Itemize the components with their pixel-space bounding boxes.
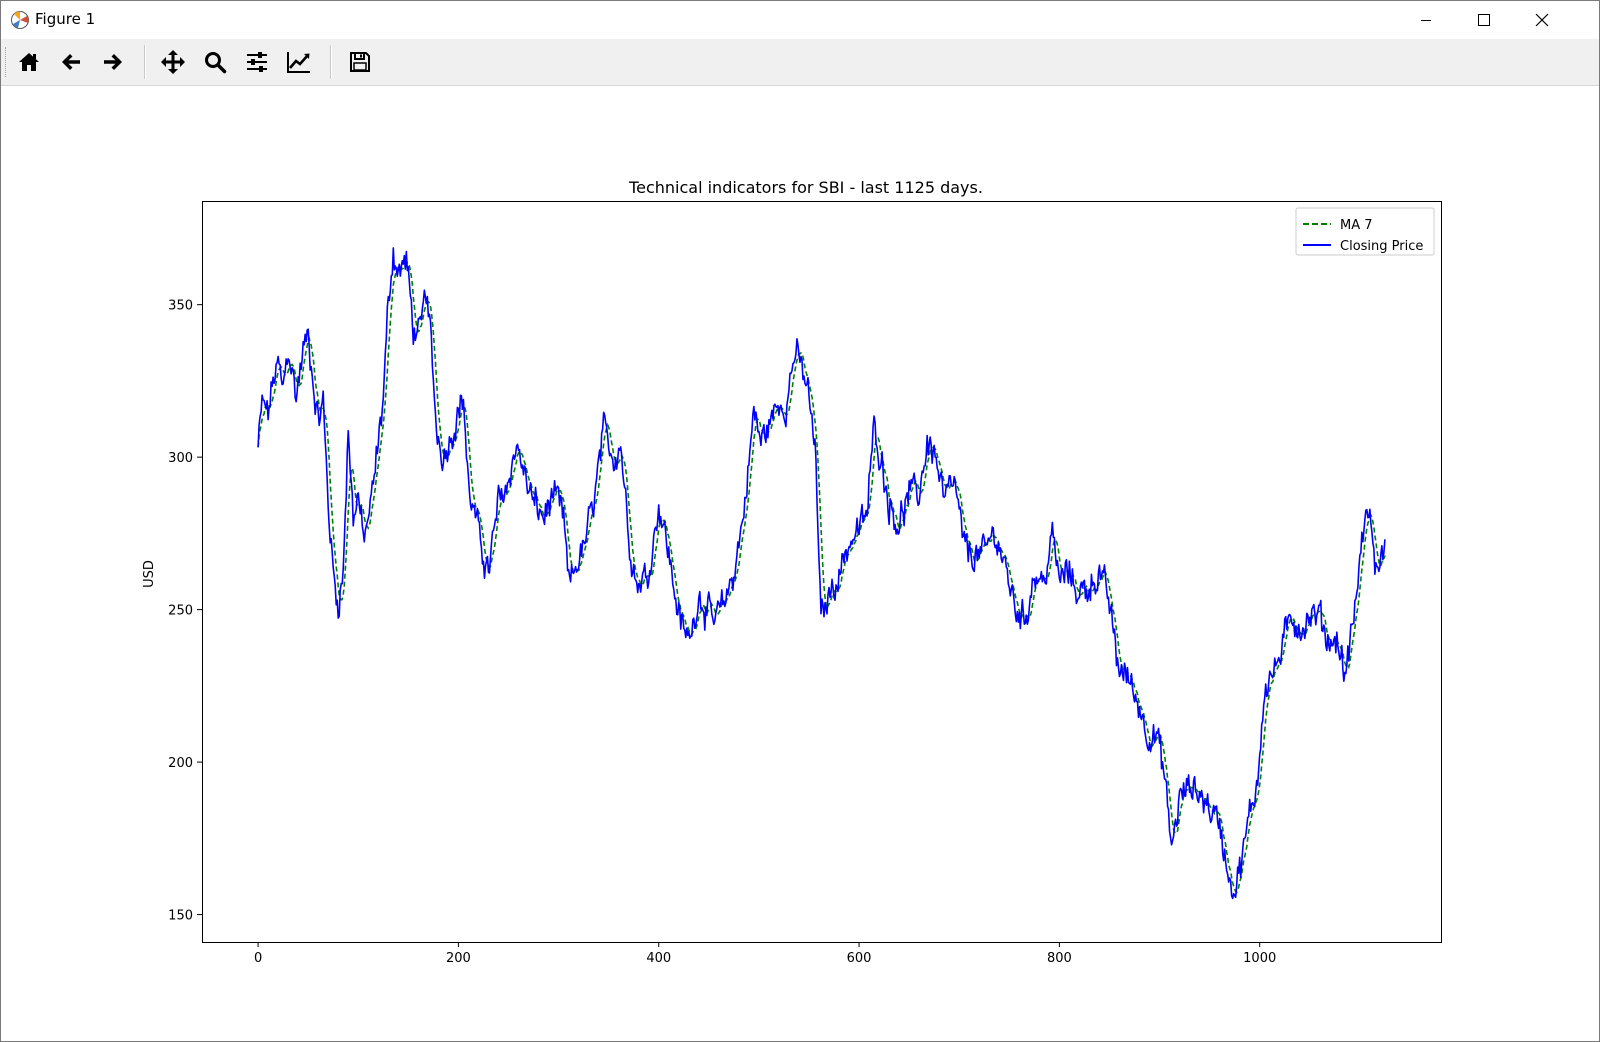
zoom-button[interactable]: [197, 45, 233, 79]
minimize-button[interactable]: [1397, 1, 1455, 39]
home-button[interactable]: [11, 45, 47, 79]
maximize-icon: [1478, 14, 1490, 26]
matplotlib-icon: [11, 11, 29, 29]
back-button[interactable]: [53, 45, 89, 79]
plot-area-frame: [202, 201, 1442, 943]
edit-axis-button[interactable]: [281, 45, 317, 79]
chart-title: Technical indicators for SBI - last 1125…: [628, 178, 983, 197]
y-axis-label: USD: [142, 560, 157, 588]
toolbar-separator: [144, 45, 146, 79]
y-tick-label: 350: [168, 299, 193, 314]
legend: MA 7 Closing Price: [1295, 207, 1435, 256]
line-chart-icon: [287, 52, 310, 73]
x-tick-label: 600: [847, 951, 872, 966]
search-icon: [205, 52, 227, 74]
maximize-button[interactable]: [1455, 1, 1513, 39]
title-bar[interactable]: Figure 1: [1, 1, 1599, 39]
sliders-icon: [247, 52, 267, 72]
window-title: Figure 1: [35, 10, 96, 28]
x-tick-label: 200: [446, 951, 471, 966]
close-button[interactable]: [1513, 1, 1571, 39]
arrow-left-icon: [62, 54, 80, 70]
legend-close-label: Closing Price: [1340, 239, 1423, 254]
y-tick-label: 300: [168, 451, 193, 466]
x-tick-label: 0: [254, 951, 262, 966]
forward-button[interactable]: [95, 45, 131, 79]
y-tick-label: 200: [168, 756, 193, 771]
close-icon: [1535, 13, 1549, 27]
figure-canvas[interactable]: Technical indicators for SBI - last 1125…: [1, 86, 1599, 1041]
pan-button[interactable]: [155, 45, 191, 79]
x-tick-label: 800: [1047, 951, 1072, 966]
arrow-right-icon: [104, 54, 122, 70]
home-icon: [19, 53, 39, 71]
closing-price-line: [257, 247, 1386, 900]
y-tick-label: 150: [168, 909, 193, 924]
save-icon: [350, 52, 370, 72]
y-tick-label: 250: [168, 604, 193, 619]
x-tick-label: 1000: [1243, 951, 1276, 966]
toolbar-grip: [5, 47, 8, 77]
toolbar-separator: [330, 45, 332, 79]
configure-subplots-button[interactable]: [239, 45, 275, 79]
navigation-toolbar: [1, 39, 1599, 86]
minimize-icon: [1421, 20, 1431, 21]
x-tick-label: 400: [646, 951, 671, 966]
save-button[interactable]: [342, 45, 378, 79]
legend-ma7-label: MA 7: [1340, 218, 1373, 233]
move-icon: [161, 50, 185, 74]
ma7-line: [257, 261, 1386, 894]
